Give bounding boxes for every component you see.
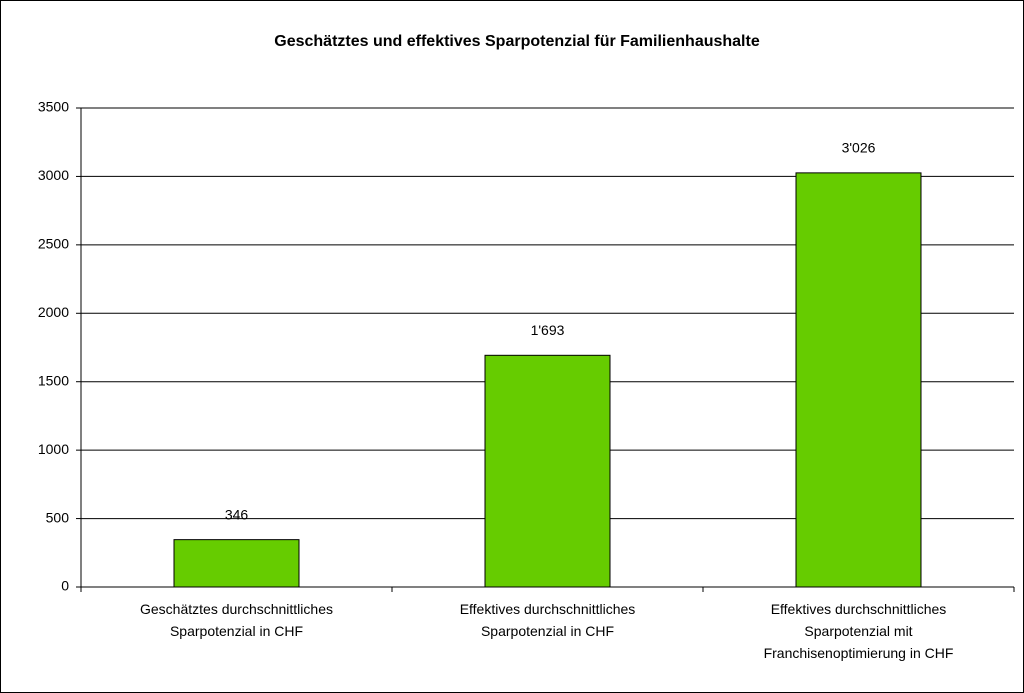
value-label: 1'693: [531, 322, 565, 338]
bar: [484, 354, 611, 588]
y-tick-label: 2000: [38, 304, 69, 320]
bar: [795, 172, 922, 588]
y-tick-label: 3500: [38, 99, 69, 115]
y-tick-label: 0: [61, 578, 69, 594]
y-tick-label: 1000: [38, 441, 69, 457]
y-tick-label: 2500: [38, 236, 69, 252]
y-tick-label: 500: [46, 509, 70, 525]
y-tick-label: 3000: [38, 167, 69, 183]
x-tick-label: Effektives durchschnittliches Sparpotenz…: [459, 601, 636, 639]
value-label: 3'026: [842, 140, 876, 156]
chart-title: Geschätztes und effektives Sparpotenzial…: [274, 33, 760, 50]
x-tick-label: Geschätztes durchschnittliches Sparpoten…: [140, 601, 333, 639]
bar: [173, 539, 300, 588]
x-tick-label: Effektives durchschnittliches Sparpotenz…: [763, 601, 954, 661]
value-label: 346: [225, 506, 249, 522]
y-tick-label: 1500: [38, 372, 69, 388]
